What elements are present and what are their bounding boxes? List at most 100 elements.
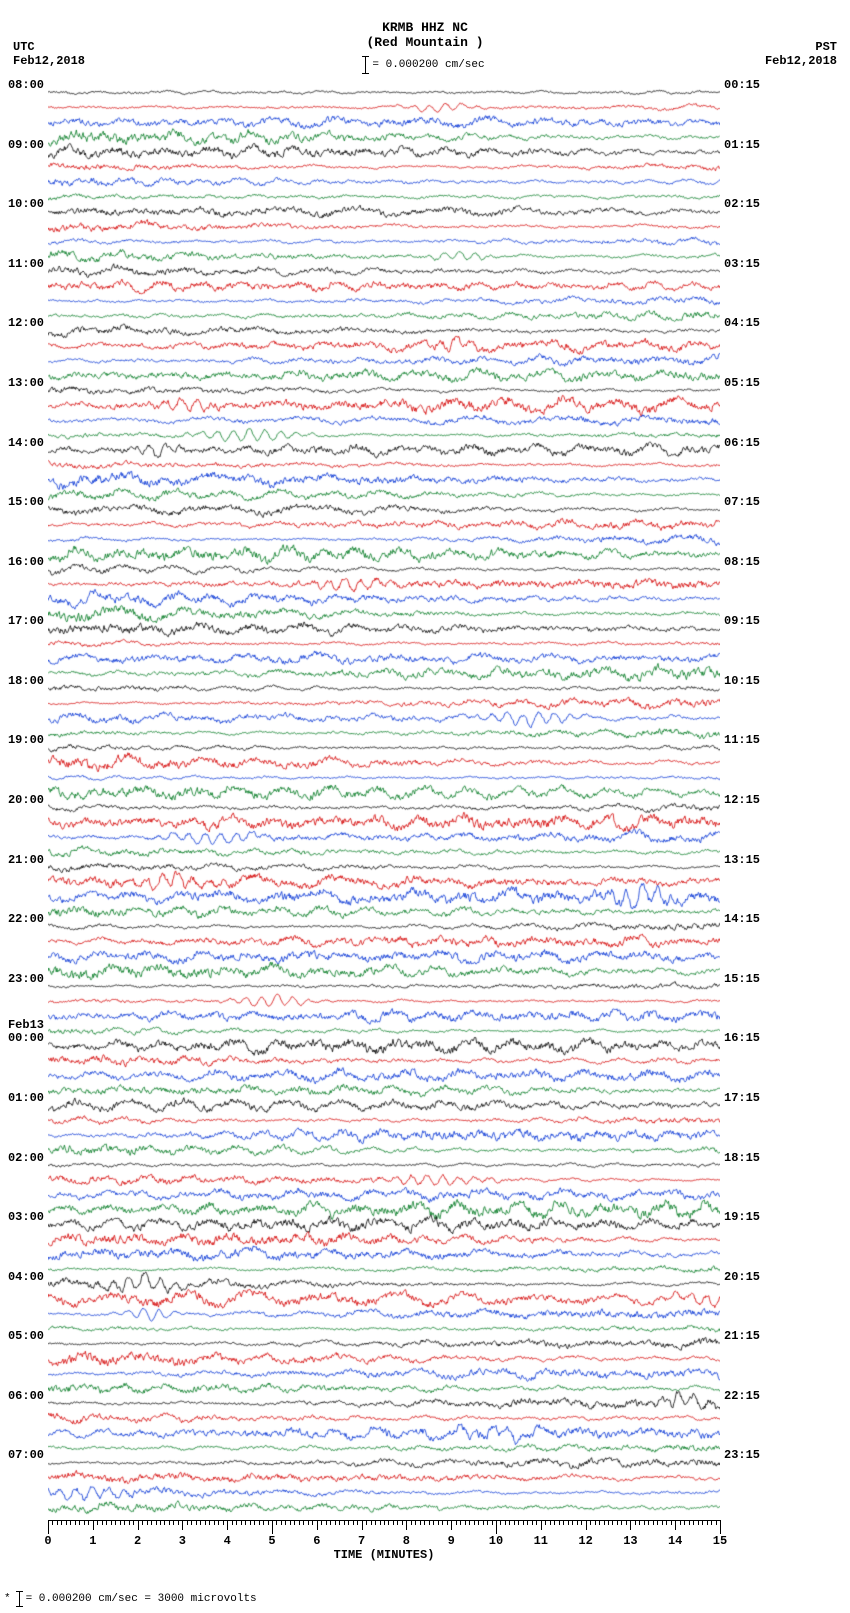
x-minor-tick xyxy=(187,1520,188,1525)
x-minor-tick xyxy=(639,1520,640,1525)
x-minor-tick xyxy=(348,1520,349,1525)
x-minor-tick xyxy=(299,1520,300,1525)
x-minor-tick xyxy=(102,1520,103,1525)
x-minor-tick xyxy=(393,1520,394,1525)
x-minor-tick xyxy=(415,1520,416,1525)
x-major-tick xyxy=(586,1520,587,1530)
x-minor-tick xyxy=(209,1520,210,1525)
x-minor-tick xyxy=(707,1520,708,1525)
x-minor-tick xyxy=(250,1520,251,1525)
footer-text: = 0.000200 cm/sec = 3000 microvolts xyxy=(26,1593,257,1605)
x-minor-tick xyxy=(433,1520,434,1525)
utc-hour-label: 15:00 xyxy=(8,495,44,509)
pst-hour-label: 16:15 xyxy=(724,1031,760,1045)
x-minor-tick xyxy=(380,1520,381,1525)
utc-date-break: Feb13 xyxy=(8,1018,44,1032)
utc-hour-label: 10:00 xyxy=(8,197,44,211)
x-minor-tick xyxy=(608,1520,609,1525)
x-tick-label: 5 xyxy=(268,1534,275,1548)
pst-hour-label: 11:15 xyxy=(724,733,760,747)
x-axis: 0123456789101112131415 TIME (MINUTES) xyxy=(48,1520,720,1560)
x-major-tick xyxy=(451,1520,452,1530)
x-major-tick xyxy=(272,1520,273,1534)
pst-hour-label: 23:15 xyxy=(724,1448,760,1462)
x-major-tick xyxy=(406,1520,407,1530)
x-minor-tick xyxy=(689,1520,690,1525)
chart-header: KRMB HHZ NC (Red Mountain ) = 0.000200 c… xyxy=(0,20,850,80)
x-minor-tick xyxy=(698,1520,699,1525)
x-minor-tick xyxy=(536,1520,537,1525)
x-minor-tick xyxy=(550,1520,551,1525)
pst-hour-label: 02:15 xyxy=(724,197,760,211)
pst-hour-label: 04:15 xyxy=(724,316,760,330)
pst-hour-label: 09:15 xyxy=(724,614,760,628)
x-minor-tick xyxy=(70,1520,71,1525)
x-minor-tick xyxy=(438,1520,439,1525)
x-minor-tick xyxy=(366,1520,367,1525)
x-tick-label: 12 xyxy=(578,1534,592,1548)
x-minor-tick xyxy=(577,1520,578,1525)
amplitude-scale: = 0.000200 cm/sec xyxy=(365,56,484,74)
pst-hour-label: 01:15 xyxy=(724,138,760,152)
utc-hour-label: 20:00 xyxy=(8,793,44,807)
seismogram-canvas xyxy=(48,85,720,1515)
utc-hour-label: 17:00 xyxy=(8,614,44,628)
utc-hour-label: 23:00 xyxy=(8,972,44,986)
x-major-tick xyxy=(227,1520,228,1530)
x-minor-tick xyxy=(335,1520,336,1525)
x-minor-tick xyxy=(680,1520,681,1525)
x-minor-tick xyxy=(285,1520,286,1525)
x-major-tick xyxy=(93,1520,94,1530)
x-minor-tick xyxy=(259,1520,260,1525)
utc-hour-label: 16:00 xyxy=(8,555,44,569)
x-minor-tick xyxy=(79,1520,80,1525)
x-minor-tick xyxy=(572,1520,573,1525)
x-minor-tick xyxy=(173,1520,174,1525)
x-minor-tick xyxy=(326,1520,327,1525)
x-minor-tick xyxy=(666,1520,667,1525)
x-minor-tick xyxy=(308,1520,309,1525)
x-minor-tick xyxy=(505,1520,506,1525)
utc-hour-label: 12:00 xyxy=(8,316,44,330)
footer-scale-bar-icon xyxy=(19,1591,20,1607)
x-major-tick xyxy=(362,1520,363,1530)
x-minor-tick xyxy=(245,1520,246,1525)
x-minor-tick xyxy=(290,1520,291,1525)
x-minor-tick xyxy=(61,1520,62,1525)
pst-hour-label: 17:15 xyxy=(724,1091,760,1105)
x-minor-tick xyxy=(281,1520,282,1525)
x-major-tick xyxy=(48,1520,49,1534)
x-minor-tick xyxy=(303,1520,304,1525)
pst-hour-label: 10:15 xyxy=(724,674,760,688)
pst-hour-label: 08:15 xyxy=(724,555,760,569)
x-tick-label: 13 xyxy=(623,1534,637,1548)
x-minor-tick xyxy=(111,1520,112,1525)
x-minor-tick xyxy=(205,1520,206,1525)
utc-hour-label: 19:00 xyxy=(8,733,44,747)
x-minor-tick xyxy=(532,1520,533,1525)
utc-hour-label: 21:00 xyxy=(8,853,44,867)
x-minor-tick xyxy=(590,1520,591,1525)
x-minor-tick xyxy=(388,1520,389,1525)
x-minor-tick xyxy=(52,1520,53,1525)
x-axis-title: TIME (MINUTES) xyxy=(48,1548,720,1562)
x-minor-tick xyxy=(236,1520,237,1525)
utc-hour-label: 13:00 xyxy=(8,376,44,390)
x-minor-tick xyxy=(429,1520,430,1525)
x-major-tick xyxy=(317,1520,318,1530)
x-minor-tick xyxy=(483,1520,484,1525)
x-minor-tick xyxy=(487,1520,488,1525)
x-minor-tick xyxy=(442,1520,443,1525)
x-minor-tick xyxy=(169,1520,170,1525)
station-name: (Red Mountain ) xyxy=(0,35,850,50)
x-minor-tick xyxy=(545,1520,546,1525)
x-minor-tick xyxy=(402,1520,403,1525)
x-minor-tick xyxy=(523,1520,524,1525)
utc-hour-label: 11:00 xyxy=(8,257,44,271)
pst-hour-label: 00:15 xyxy=(724,78,760,92)
x-minor-tick xyxy=(129,1520,130,1525)
x-minor-tick xyxy=(500,1520,501,1525)
x-minor-tick xyxy=(357,1520,358,1525)
x-minor-tick xyxy=(66,1520,67,1525)
x-major-tick xyxy=(541,1520,542,1530)
